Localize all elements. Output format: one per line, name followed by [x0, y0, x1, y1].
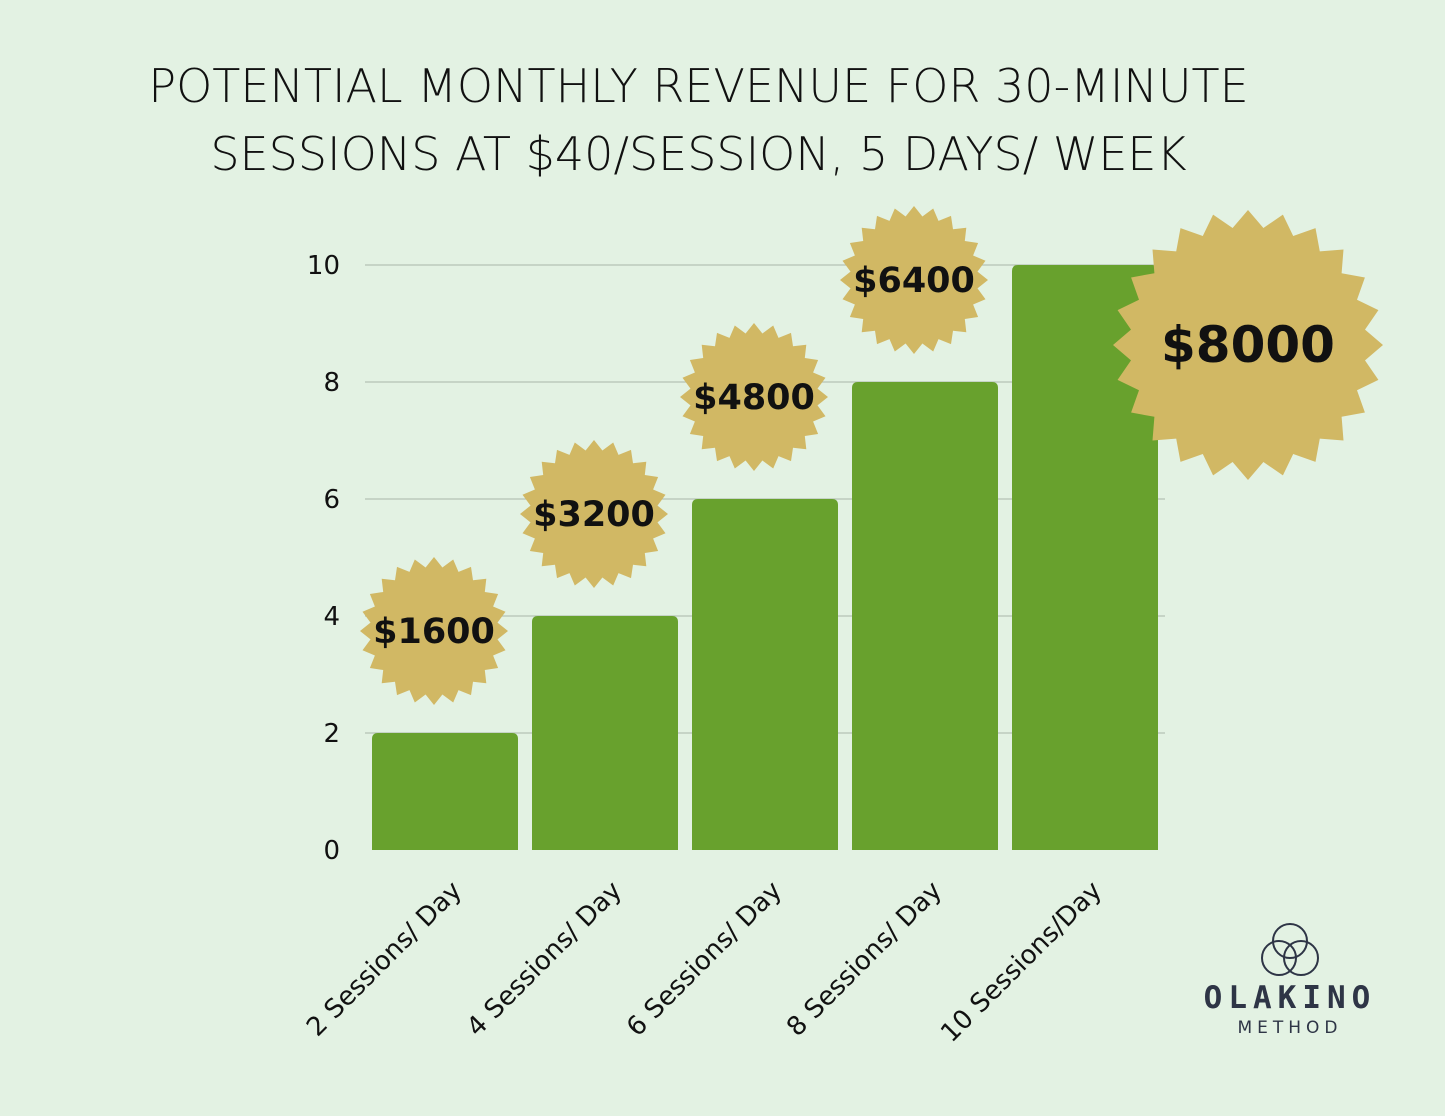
- x-tick-label: 2 Sessions/ Day: [301, 876, 468, 1043]
- y-axis-ticks: 0 2 4 6 8 10: [307, 251, 340, 866]
- value-badge: [1113, 210, 1383, 480]
- y-tick-label: 8: [323, 368, 340, 398]
- bar: [692, 499, 838, 850]
- data-label: $6400: [853, 261, 975, 301]
- bar: [532, 616, 678, 850]
- y-tick-label: 6: [323, 485, 340, 515]
- chart-title: POTENTIAL MONTHLY REVENUE FOR 30-MINUTE …: [0, 52, 1397, 188]
- brand-logo: OLAKINO METHOD: [1195, 918, 1385, 1048]
- data-label: $4800: [693, 378, 815, 418]
- data-label: $8000: [1161, 316, 1335, 374]
- rings-logo-icon: [1261, 923, 1319, 976]
- y-tick-label: 10: [307, 251, 340, 281]
- x-tick-label: 8 Sessions/ Day: [781, 876, 948, 1043]
- value-badge: [360, 557, 508, 705]
- y-tick-label: 4: [323, 602, 340, 632]
- value-badges: $1600 $3200 $4800 $6400 $8000: [360, 206, 1383, 705]
- y-tick-label: 2: [323, 719, 340, 749]
- chart-title-line-1: POTENTIAL MONTHLY REVENUE FOR 30-MINUTE: [148, 59, 1249, 113]
- x-tick-label: 6 Sessions/ Day: [621, 876, 788, 1043]
- data-label: $3200: [533, 495, 655, 535]
- bars: [372, 265, 1158, 850]
- chart-title-line-2: SESSIONS AT $40/SESSION, 5 DAYS/ WEEK: [210, 127, 1187, 181]
- x-tick-label: 10 Sessions/Day: [935, 876, 1108, 1049]
- bar: [1012, 265, 1158, 850]
- bar: [372, 733, 518, 850]
- bar: [852, 382, 998, 850]
- logo-subtitle: METHOD: [1237, 1018, 1343, 1038]
- data-label: $1600: [373, 612, 495, 652]
- value-badge: [520, 440, 668, 588]
- x-tick-label: 4 Sessions/ Day: [461, 876, 628, 1043]
- y-tick-label: 0: [323, 836, 340, 866]
- value-badge: [840, 206, 988, 354]
- logo-wordmark: OLAKINO: [1203, 980, 1377, 1016]
- value-badge: [680, 323, 828, 471]
